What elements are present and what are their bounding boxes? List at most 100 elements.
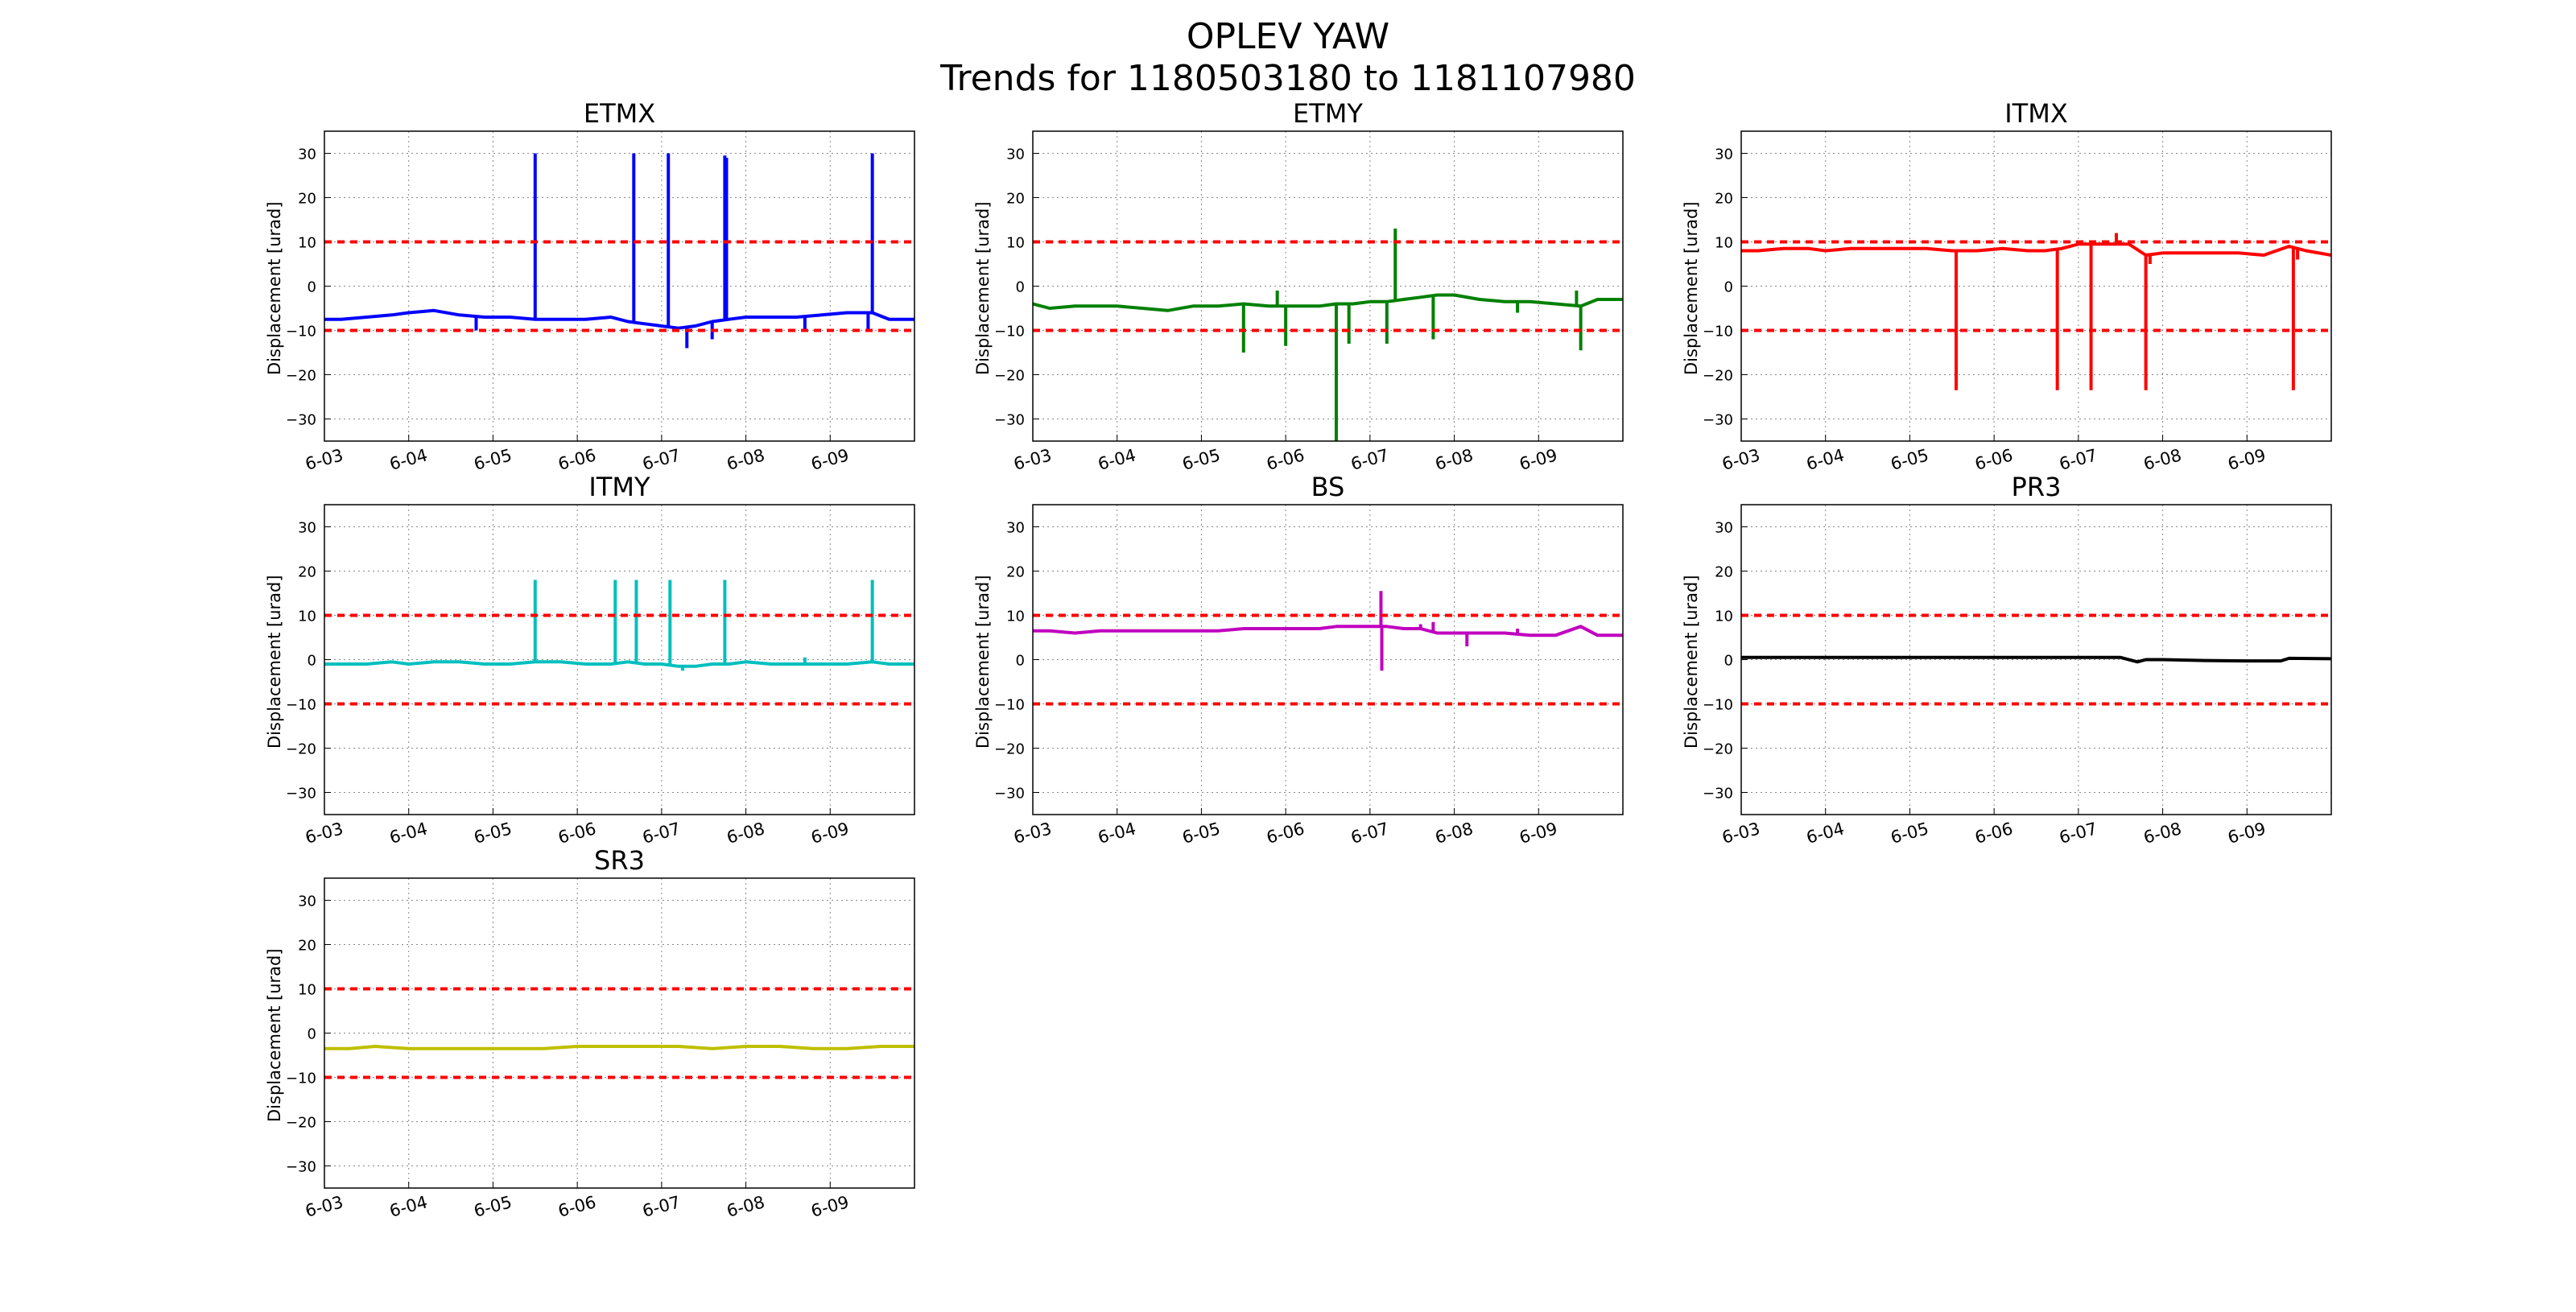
y-tick-label: 10 [1715,609,1733,625]
figure-title-block: OPLEV YAW Trends for 1180503180 to 11811… [0,16,2576,100]
y-tick-label: 20 [1715,564,1733,581]
y-tick-label: −10 [1703,324,1733,340]
y-tick-label: 30 [298,520,316,537]
x-tick-label: 6-06 [1265,819,1307,848]
x-tick-label: 6-09 [1517,819,1559,848]
y-tick-label: 20 [298,564,316,581]
y-tick-label: 30 [1715,520,1733,537]
data-series-line [324,660,914,668]
y-tick-label: 30 [1006,146,1025,163]
x-tick-label: 6-05 [472,819,514,848]
y-tick-label: 10 [298,235,316,252]
y-tick-label: −10 [1703,697,1733,714]
figure-subtitle: Trends for 1180503180 to 1181107980 [940,58,1636,99]
subplot-title: ITMY [588,472,650,502]
y-tick-label: 0 [1016,279,1025,296]
x-tick-label: 6-09 [1517,445,1559,474]
y-tick-label: 20 [1715,191,1733,208]
y-tick-label: 10 [298,982,316,999]
y-tick-label: 20 [1006,564,1025,581]
y-tick-label: −30 [994,786,1025,802]
y-tick-label: 20 [298,191,316,208]
x-tick-label: 6-03 [1012,819,1054,848]
plot-frame [1740,130,2332,442]
y-tick-label: 10 [1006,609,1025,625]
plot-frame [324,504,915,815]
y-tick-label: −10 [286,324,316,340]
data-series-line [324,308,914,330]
y-tick-label: −30 [286,1159,316,1176]
x-tick-label: 6-04 [1804,445,1846,474]
x-tick-label: 6-07 [2057,445,2099,474]
x-tick-label: 6-07 [640,1192,682,1221]
subplot-title: PR3 [2011,472,2062,502]
x-tick-label: 6-09 [809,445,851,474]
x-tick-label: 6-05 [1889,819,1930,848]
x-tick-label: 6-03 [303,1192,345,1221]
x-tick-label: 6-07 [640,819,682,848]
subplot-itmx: ITMX Displacement [urad] −30 −20 −10 0 10 20 30 6… [1682,99,2332,474]
x-tick-label: 6-06 [1265,445,1307,474]
x-tick-label: 6-07 [1348,819,1390,848]
subplot-title: BS [1311,472,1345,502]
y-tick-label: −10 [286,1071,316,1087]
subplot-title: ETMX [583,98,656,129]
y-tick-label: 30 [298,146,316,163]
y-tick-label: 10 [1715,235,1733,252]
x-tick-label: 6-03 [303,445,345,474]
x-tick-label: 6-07 [2057,819,2099,848]
x-tick-label: 6-05 [472,445,514,474]
y-tick-label: 20 [298,938,316,955]
y-tick-label: −30 [994,412,1025,429]
x-tick-label: 6-04 [387,445,429,474]
y-tick-label: −20 [1703,741,1733,758]
x-tick-label: 6-08 [2141,819,2183,848]
x-tick-label: 6-06 [556,1192,598,1221]
y-tick-label: 0 [1724,653,1733,670]
y-tick-label: 30 [1715,146,1733,163]
x-tick-label: 6-07 [1348,445,1390,474]
y-tick-label: −20 [994,741,1025,758]
x-tick-label: 6-09 [2226,819,2268,848]
x-tick-label: 6-08 [1433,819,1475,848]
x-tick-label: 6-03 [1012,445,1054,474]
subplot-etmy: ETMY Displacement [urad] −30 −20 −10 0 10 20 30 6… [973,99,1624,474]
x-tick-label: 6-05 [1889,445,1930,474]
x-tick-label: 6-05 [1180,445,1222,474]
plot-svg: −30 −20 −10 0 10 20 30 6-03 6-04 6-05 6-06 6-07 6-08… [286,130,915,474]
y-tick-label: 0 [308,653,316,670]
x-tick-label: 6-08 [724,445,766,474]
plot-svg: −30 −20 −10 0 10 20 30 6-03 6-04 6-05 6-06 6-07 6-08… [1703,130,2332,474]
x-tick-label: 6-05 [1180,819,1222,848]
x-tick-label: 6-07 [640,445,682,474]
subplot-title: SR3 [594,845,645,876]
x-tick-label: 6-08 [2141,445,2183,474]
data-series-line [1033,293,1623,312]
y-tick-label: −10 [994,697,1025,714]
y-tick-label: 30 [1006,520,1025,537]
subplot-etmx: ETMX Displacement [urad] −30 −20 −10 0 10 20 30 6… [265,99,915,474]
subplot-sr3: SR3 Displacement [urad] −30 −20 −10 0 10 20 30 6-… [265,846,915,1221]
plot-frame [1032,504,1624,815]
plot-frame [324,877,915,1189]
x-tick-label: 6-04 [387,819,429,848]
y-tick-label: 0 [308,1026,316,1043]
x-tick-label: 6-09 [2226,445,2268,474]
subplot-itmy: ITMY Displacement [urad] −30 −20 −10 0 10 20 30 6… [265,472,915,848]
subplot-title: ITMX [2004,98,2068,129]
y-tick-label: 30 [298,893,316,910]
x-tick-label: 6-06 [1973,445,2015,474]
x-tick-label: 6-09 [809,1192,851,1221]
x-tick-label: 6-09 [809,819,851,848]
subplot-bs: BS Displacement [urad] −30 −20 −10 0 10 20 30 6-0… [973,472,1624,848]
x-tick-label: 6-05 [472,1192,514,1221]
y-tick-label: 10 [1006,235,1025,252]
x-tick-label: 6-04 [387,1192,429,1221]
plot-svg: −30 −20 −10 0 10 20 30 6-03 6-04 6-05 6-06 6-07 6-08… [1703,504,2332,848]
y-tick-label: −30 [286,786,316,802]
y-tick-label: 0 [1016,653,1025,670]
y-tick-label: −30 [1703,412,1733,429]
y-tick-label: −10 [286,697,316,714]
y-tick-label: −20 [286,1115,316,1132]
y-tick-label: 10 [298,609,316,625]
